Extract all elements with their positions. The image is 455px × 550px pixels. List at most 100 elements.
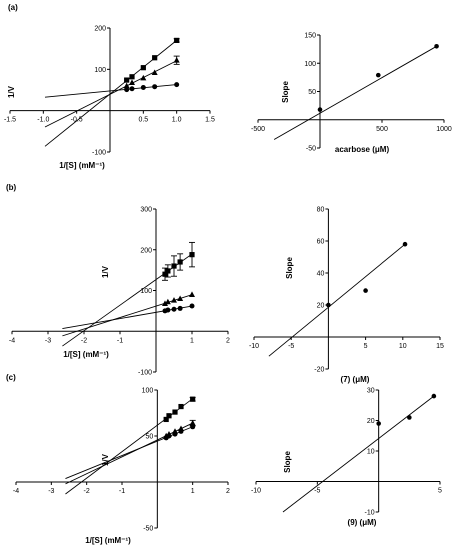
x-axis-label: (9) (μM) xyxy=(348,518,377,527)
data-point-square xyxy=(166,413,172,419)
y-tick-label: -20 xyxy=(314,367,324,374)
panel-label: (b) xyxy=(6,183,17,192)
fit-line xyxy=(273,45,437,140)
x-axis-label: acarbose (μM) xyxy=(335,145,390,154)
data-point-triangle xyxy=(189,291,195,297)
x-tick-label: -3 xyxy=(48,488,54,495)
data-point-triangle xyxy=(162,300,168,306)
data-point-triangle xyxy=(129,79,135,85)
data-point-circle xyxy=(171,306,177,312)
data-point xyxy=(317,107,323,112)
regression-line xyxy=(62,294,193,337)
data-point xyxy=(434,44,439,49)
x-axis-label: 1/[S] (mM⁻¹) xyxy=(63,350,109,359)
x-tick-label: 1 xyxy=(190,337,194,344)
y-tick-label: 200 xyxy=(140,247,152,254)
data-point-triangle xyxy=(123,82,130,89)
data-point-square xyxy=(129,74,135,80)
y-tick-label: 80 xyxy=(317,207,325,214)
data-point-circle xyxy=(177,305,183,311)
x-tick-label: 1.0 xyxy=(172,117,182,124)
y-axis-label: 1/V xyxy=(7,85,16,98)
data-point xyxy=(402,241,408,247)
y-tick-label: -50 xyxy=(306,146,316,153)
data-point-circle xyxy=(124,87,130,93)
x-tick-label: -3 xyxy=(45,337,51,344)
data-point-square xyxy=(124,77,130,83)
x-tick-label: 1 xyxy=(191,488,195,495)
y-tick-label: 100 xyxy=(140,288,152,295)
x-tick-label: -4 xyxy=(9,337,15,344)
regression-line xyxy=(65,426,193,480)
x-tick-label: -1 xyxy=(117,337,123,344)
data-point-triangle xyxy=(171,297,177,303)
x-tick-label: -500 xyxy=(251,126,265,133)
x-tick-label: -2 xyxy=(84,488,90,495)
x-tick-label: 10 xyxy=(399,343,407,350)
data-point-circle xyxy=(166,433,172,439)
data-point xyxy=(375,72,381,78)
data-point-triangle xyxy=(140,74,147,81)
data-point-square xyxy=(163,416,169,423)
x-tick-label: 500 xyxy=(376,126,388,133)
x-tick-label: 15 xyxy=(436,343,444,350)
x-axis-label: 1/[S] (mM⁻¹) xyxy=(85,536,131,545)
x-tick-label: -4 xyxy=(13,488,19,495)
y-tick-label: -50 xyxy=(143,526,153,533)
x-tick-label: -1.5 xyxy=(4,117,16,124)
x-tick-label: -10 xyxy=(251,488,261,495)
data-point-square xyxy=(190,396,196,402)
data-point-triangle xyxy=(164,298,171,305)
data-point-triangle xyxy=(173,57,180,63)
data-point-triangle xyxy=(151,69,158,76)
data-point-circle xyxy=(178,428,184,434)
y-tick-label: 40 xyxy=(317,271,325,278)
x-tick-label: 5 xyxy=(364,343,368,350)
data-point-circle xyxy=(152,84,158,90)
data-point-square xyxy=(189,252,195,258)
x-tick-label: 1000 xyxy=(436,126,452,133)
y-tick-label: 150 xyxy=(304,33,316,40)
fit-line xyxy=(268,243,406,357)
y-tick-label: 30 xyxy=(367,388,375,395)
panel-label: (a) xyxy=(8,3,18,12)
y-tick-label: 50 xyxy=(146,434,154,441)
data-point-square xyxy=(165,268,171,274)
y-axis-label: 1/V xyxy=(101,453,110,466)
x-tick-label: 2 xyxy=(226,337,230,344)
data-point-circle xyxy=(190,424,196,430)
y-tick-label: 300 xyxy=(140,207,152,214)
data-point xyxy=(326,302,331,308)
data-point-square xyxy=(177,259,183,265)
data-point-square xyxy=(171,263,177,269)
data-point-triangle xyxy=(177,295,184,302)
y-tick-label: 50 xyxy=(308,89,316,96)
regression-line xyxy=(44,60,177,128)
data-point-triangle xyxy=(189,419,196,426)
y-tick-label: -100 xyxy=(92,150,106,157)
x-tick-label: -2 xyxy=(81,337,87,344)
x-tick-label: -1.0 xyxy=(37,117,49,124)
data-point xyxy=(431,393,437,399)
data-point-circle xyxy=(140,85,146,91)
x-tick-label: -1 xyxy=(119,488,125,495)
y-tick-label: -100 xyxy=(138,370,152,377)
y-tick-label: 60 xyxy=(317,239,325,246)
data-point-square xyxy=(162,271,168,277)
y-tick-label: 20 xyxy=(367,418,375,425)
y-tick-label: 100 xyxy=(94,67,106,74)
x-tick-label: -0.5 xyxy=(71,117,83,124)
data-point-square xyxy=(140,65,146,71)
data-point xyxy=(376,421,381,426)
data-point-circle xyxy=(165,307,171,313)
regression-line xyxy=(62,305,193,330)
x-tick-label: 5 xyxy=(438,488,442,495)
y-tick-label: 10 xyxy=(367,449,375,456)
x-axis-label: (7) (μM) xyxy=(341,375,370,384)
x-tick-label: 0.5 xyxy=(138,117,148,124)
data-point-circle xyxy=(129,86,135,92)
y-axis-label: 1/V xyxy=(101,265,110,278)
x-axis-label: 1/[S] (mM⁻¹) xyxy=(59,161,105,170)
y-tick-label: 100 xyxy=(304,61,316,68)
